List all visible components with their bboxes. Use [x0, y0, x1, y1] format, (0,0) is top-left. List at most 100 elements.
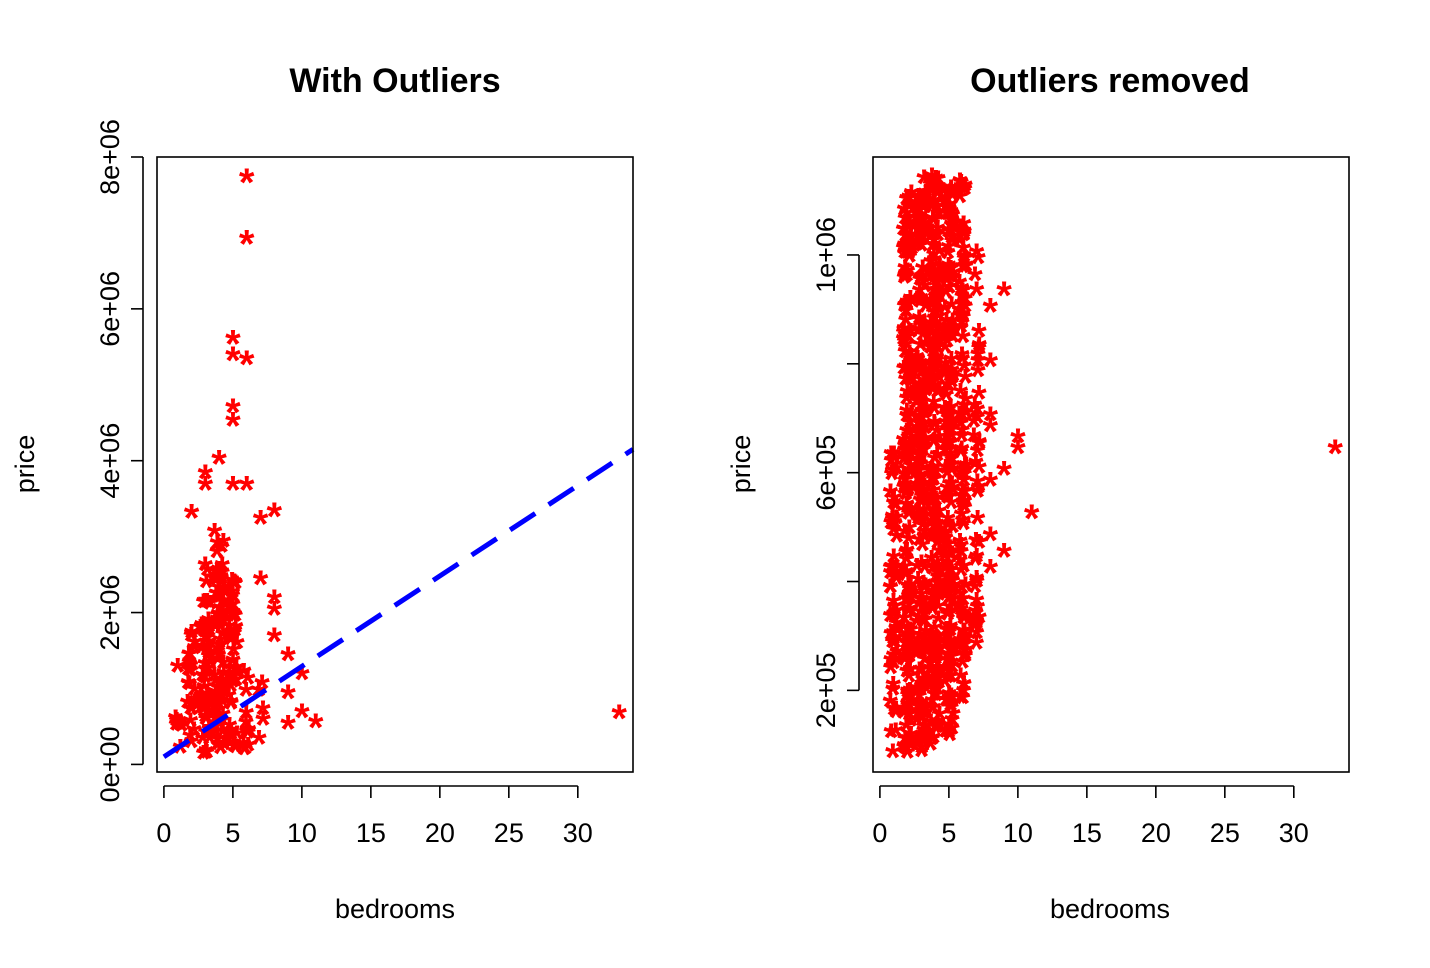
scatter-point: *	[938, 406, 954, 450]
scatter-point: *	[952, 294, 968, 338]
scatter-point: *	[222, 620, 238, 664]
y-tick-label: 4e+06	[95, 423, 125, 499]
scatter-point: *	[215, 595, 231, 639]
scatter-point: *	[918, 616, 934, 660]
scatter-point: *	[971, 451, 987, 495]
scatter-point: *	[982, 552, 998, 596]
scatter-point: *	[898, 364, 914, 408]
scatter-point: *	[903, 705, 919, 749]
scatter-point: *	[239, 468, 255, 512]
scatter-point: *	[210, 578, 226, 622]
scatter-point: *	[885, 668, 901, 712]
scatter-point: *	[227, 568, 243, 612]
scatter-point: *	[223, 686, 239, 730]
scatter-point: *	[900, 690, 916, 734]
scatter-point: *	[911, 502, 927, 546]
scatter-point: *	[223, 688, 239, 732]
scatter-point: *	[901, 640, 917, 684]
scatter-point: *	[899, 383, 915, 427]
scatter-point: *	[942, 414, 958, 458]
scatter-point: *	[917, 516, 933, 560]
scatter-point: *	[957, 602, 973, 646]
scatter-point: *	[195, 612, 211, 656]
scatter-point: *	[909, 203, 925, 247]
scatter-point: *	[903, 220, 919, 264]
scatter-point: *	[937, 316, 953, 360]
scatter-point: *	[942, 614, 958, 658]
scatter-point: *	[938, 182, 954, 226]
scatter-point: *	[902, 674, 918, 718]
scatter-point: *	[896, 232, 912, 276]
scatter-point: *	[902, 573, 918, 617]
scatter-point: *	[955, 597, 971, 641]
plot-frame	[156, 156, 634, 773]
scatter-point: *	[900, 473, 916, 517]
scatter-point: *	[917, 212, 933, 256]
scatter-point: *	[955, 682, 971, 726]
scatter-point: *	[901, 498, 917, 542]
scatter-point: *	[943, 564, 959, 608]
scatter-point: *	[913, 261, 929, 305]
scatter-point: *	[928, 345, 944, 389]
scatter-point: *	[214, 672, 230, 716]
scatter-point: *	[931, 257, 947, 301]
x-tick-label: 25	[494, 818, 524, 848]
scatter-point: *	[931, 235, 947, 279]
scatter-point: *	[903, 577, 919, 621]
scatter-point: *	[925, 316, 941, 360]
scatter-point: *	[942, 412, 958, 456]
scatter-point: *	[222, 727, 238, 771]
scatter-point: *	[911, 439, 927, 483]
scatter-point: *	[899, 395, 915, 439]
scatter-point: *	[942, 650, 958, 694]
scatter-point: *	[923, 632, 939, 676]
scatter-point: *	[882, 572, 898, 616]
scatter-point: *	[903, 495, 919, 539]
scatter-point: *	[943, 487, 959, 531]
scatter-point: *	[897, 723, 913, 767]
scatter-point: *	[254, 667, 270, 711]
scatter-point: *	[940, 661, 956, 705]
scatter-point: *	[968, 596, 984, 640]
scatter-point: *	[953, 593, 969, 637]
scatter-point: *	[938, 379, 954, 423]
scatter-point: *	[937, 357, 953, 401]
scatter-point: *	[941, 231, 957, 275]
scatter-point: *	[923, 653, 939, 697]
scatter-point: *	[926, 187, 942, 231]
scatter-point: *	[899, 329, 915, 373]
scatter-point: *	[930, 707, 946, 751]
scatter-point: *	[956, 219, 972, 263]
scatter-point: *	[931, 517, 947, 561]
scatter-point: *	[929, 655, 945, 699]
scatter-point: *	[932, 251, 948, 295]
scatter-point: *	[897, 429, 913, 473]
scatter-point: *	[926, 168, 942, 212]
scatter-point: *	[902, 363, 918, 407]
scatter-point: *	[943, 196, 959, 240]
y-tick-label: 2e+05	[811, 652, 841, 728]
scatter-point: *	[896, 213, 912, 257]
scatter-point: *	[944, 221, 960, 265]
scatter-point: *	[226, 566, 242, 610]
scatter-point: *	[945, 565, 961, 609]
scatter-point: *	[199, 678, 215, 722]
scatter-point: *	[181, 668, 197, 712]
scatter-point: *	[215, 716, 231, 760]
scatter-point: *	[170, 651, 186, 695]
scatter-point: *	[956, 600, 972, 644]
scatter-point: *	[903, 316, 919, 360]
scatter-point: *	[942, 468, 958, 512]
scatter-point: *	[897, 290, 913, 334]
scatter-point: *	[898, 305, 914, 349]
scatter-point: *	[184, 496, 200, 540]
scatter-point: *	[932, 263, 948, 307]
scatter-point: *	[903, 358, 919, 402]
scatter-point: *	[938, 276, 954, 320]
scatter-point: *	[923, 307, 939, 351]
scatter-point: *	[922, 454, 938, 498]
scatter-point: *	[956, 218, 972, 262]
scatter-point: *	[211, 442, 227, 486]
scatter-point: *	[889, 556, 905, 600]
scatter-point: *	[897, 194, 913, 238]
